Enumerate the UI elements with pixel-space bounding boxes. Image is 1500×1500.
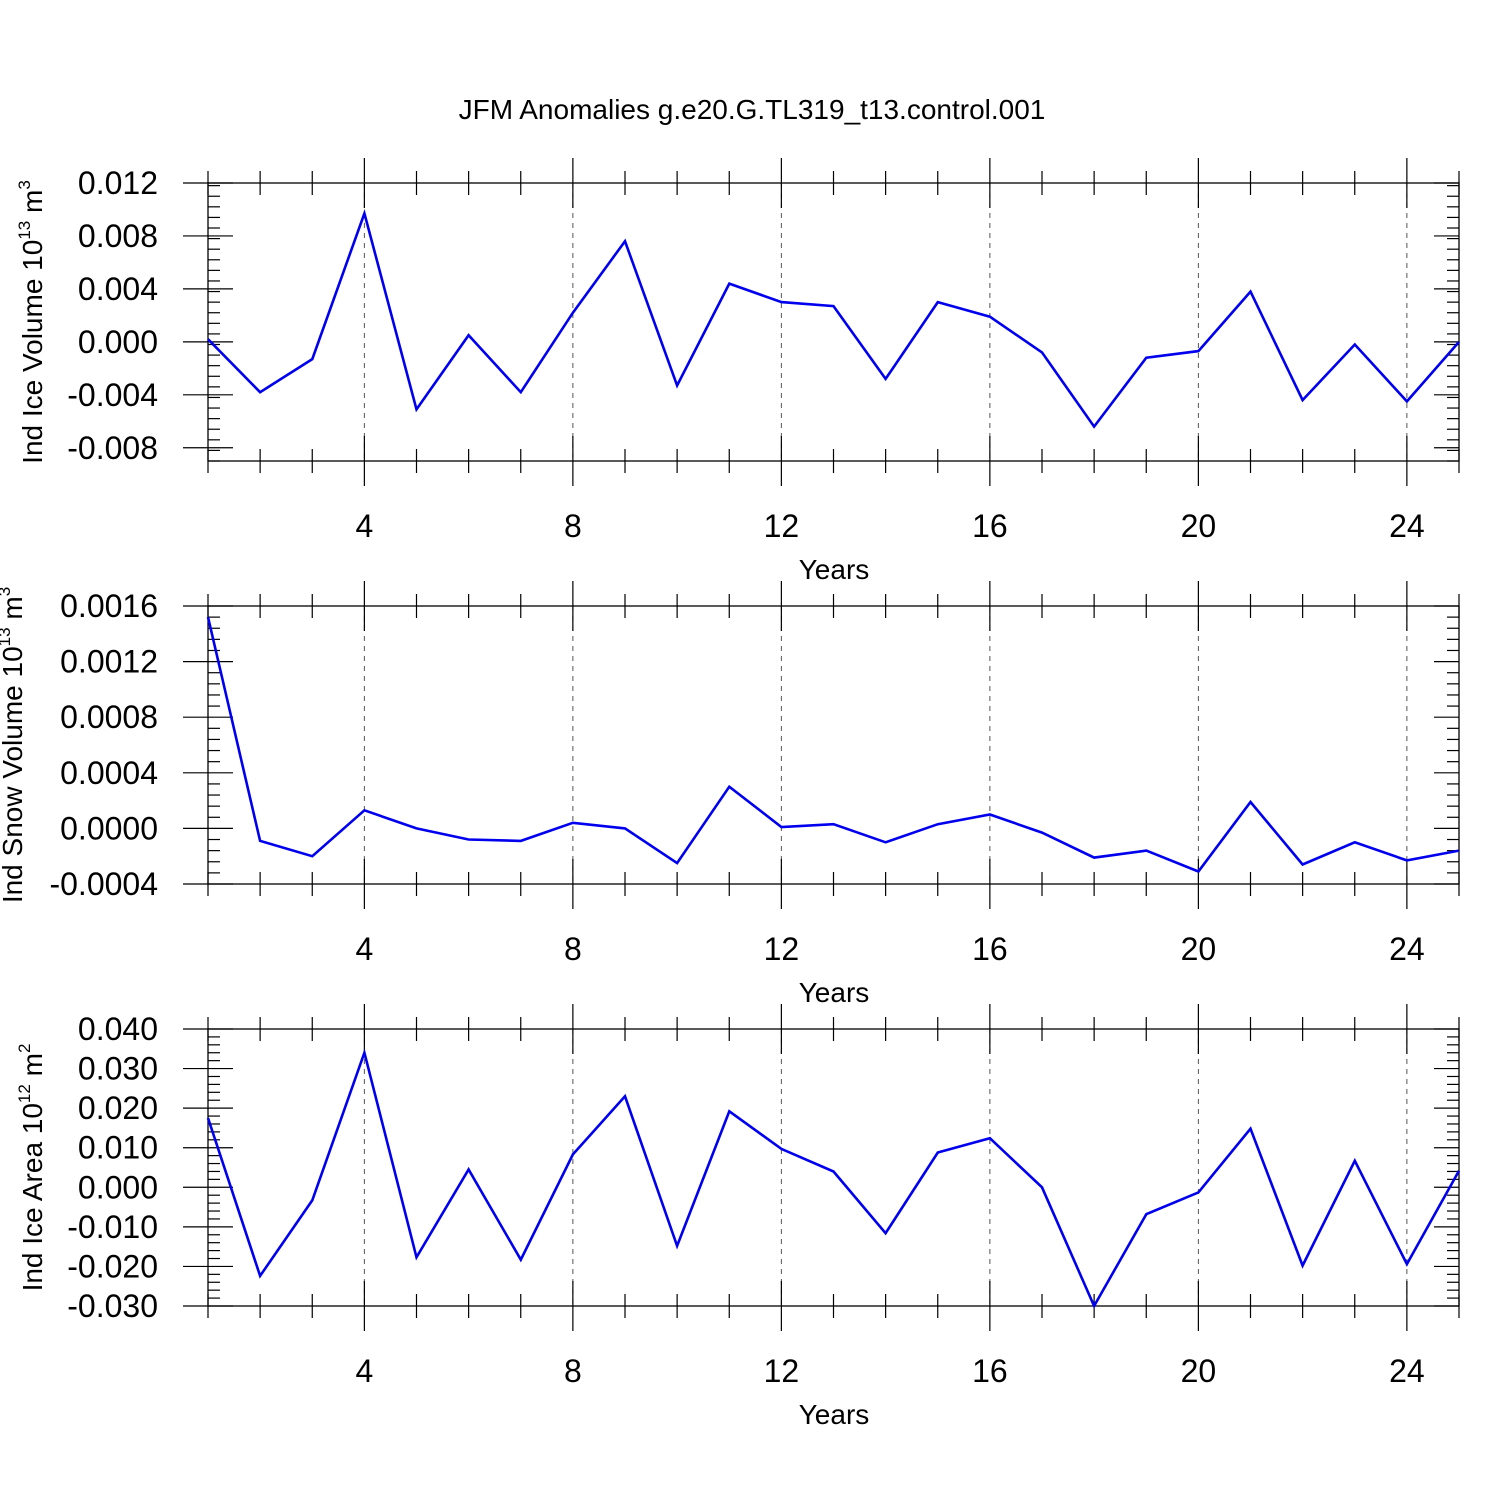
y-tick-label: 0.0004 <box>60 755 158 791</box>
y-tick-label: -0.004 <box>67 377 158 413</box>
x-tick-label: 16 <box>972 931 1008 967</box>
x-tick-label: 8 <box>564 508 582 544</box>
plot-frame <box>207 182 1460 462</box>
x-axis-title: Years <box>799 554 870 585</box>
x-tick-label: 4 <box>355 508 373 544</box>
x-tick-label: 8 <box>564 1353 582 1389</box>
x-tick-label: 12 <box>764 1353 800 1389</box>
y-tick-label: 0.020 <box>78 1090 158 1126</box>
y-tick-label: 0.012 <box>78 165 158 201</box>
x-tick-label: 24 <box>1389 1353 1425 1389</box>
x-tick-label: 4 <box>355 931 373 967</box>
chart-panels: -0.008 -0.004 0.000 0.004 0.008 0.012 4 8 12 16 20… <box>0 158 1461 1430</box>
y-tick-label: 0.008 <box>78 218 158 254</box>
y-tick-label: 0.004 <box>78 271 158 307</box>
x-axis-title: Years <box>799 1399 870 1430</box>
x-tick-label: 24 <box>1389 931 1425 967</box>
y-tick-label: -0.010 <box>67 1209 158 1245</box>
x-tick-label: 20 <box>1181 1353 1217 1389</box>
y-tick-label: 0.0008 <box>60 699 158 735</box>
y-axis-title: Ind Snow Volume 1013 m3 <box>0 587 28 903</box>
chart-title: JFM Anomalies g.e20.G.TL319_t13.control.… <box>459 94 1046 125</box>
y-tick-label: 0.030 <box>78 1051 158 1087</box>
y-tick-label: 0.000 <box>78 324 158 360</box>
series-line <box>206 616 1460 874</box>
series-line <box>207 209 1460 429</box>
x-tick-label: 24 <box>1389 508 1425 544</box>
x-tick-label: 16 <box>972 1353 1008 1389</box>
x-tick-label: 8 <box>564 931 582 967</box>
panel-1: -0.008 -0.004 0.000 0.004 0.008 0.012 4 8 12 16 20… <box>15 158 1460 585</box>
y-tick-label: 0.010 <box>78 1130 158 1166</box>
y-tick-label: 0.000 <box>78 1169 158 1205</box>
y-tick-label: -0.0004 <box>49 866 158 902</box>
y-tick-label: 0.040 <box>78 1011 158 1047</box>
x-tick-label: 16 <box>972 508 1008 544</box>
x-tick-label: 20 <box>1181 931 1217 967</box>
y-tick-label: -0.020 <box>67 1248 158 1284</box>
y-tick-label: 0.0012 <box>60 644 158 680</box>
x-tick-label: 4 <box>355 1353 373 1389</box>
x-tick-label: 12 <box>764 508 800 544</box>
y-tick-label: -0.030 <box>67 1288 158 1324</box>
plot-frame <box>207 605 1460 885</box>
y-tick-label: 0.0016 <box>60 588 158 624</box>
panel-2: -0.0004 0.0000 0.0004 0.0008 0.0012 0.0016 4 8 1… <box>0 581 1460 1008</box>
plot-frame <box>207 1028 1460 1307</box>
x-tick-label: 20 <box>1181 508 1217 544</box>
x-axis-title: Years <box>799 977 870 1008</box>
y-axis-title: Ind Ice Volume 1013 m3 <box>15 180 48 464</box>
y-tick-label: -0.008 <box>67 430 158 466</box>
y-axis-title: Ind Ice Area 1012 m2 <box>15 1044 48 1292</box>
y-tick-label: 0.0000 <box>60 810 158 846</box>
series-line <box>206 1048 1461 1309</box>
x-tick-label: 12 <box>764 931 800 967</box>
